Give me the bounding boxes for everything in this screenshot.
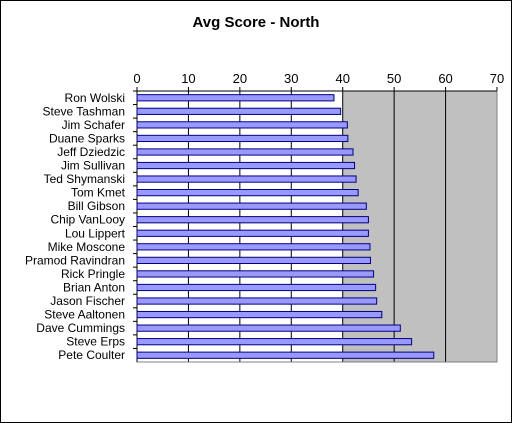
chart-title: Avg Score - North: [192, 14, 320, 31]
category-label: Jim Schafer: [62, 118, 125, 132]
x-tick-label: 50: [387, 71, 401, 86]
category-label: Brian Anton: [63, 280, 125, 294]
category-label: Jim Sullivan: [61, 159, 125, 173]
bar: [136, 107, 342, 115]
category-label: Steve Aaltonen: [44, 308, 125, 322]
category-label: Pete Coulter: [58, 348, 125, 362]
x-tick-label: 60: [438, 71, 452, 86]
category-label: Rick Pringle: [61, 267, 125, 281]
bar: [136, 229, 369, 237]
bar: [136, 256, 371, 264]
bar: [136, 175, 357, 183]
bar: [136, 338, 413, 346]
category-label: Steve Erps: [66, 335, 125, 349]
bar: [136, 161, 356, 170]
category-label: Ron Wolski: [65, 91, 125, 105]
category-label: Chip VanLooy: [51, 213, 126, 227]
bar: [136, 148, 354, 156]
plot-area-grey: [342, 91, 497, 362]
bar: [136, 351, 435, 359]
bar: [136, 134, 349, 143]
category-label: Dave Cummings: [36, 321, 125, 335]
x-tick-label: 70: [490, 71, 504, 86]
category-label: Bill Gibson: [68, 199, 125, 213]
x-tick-label: 10: [181, 71, 195, 86]
bar: [136, 94, 335, 102]
category-label: Ted Shymanski: [44, 172, 125, 186]
category-label: Jeff Dziedzic: [57, 145, 125, 159]
x-tick-label: 40: [335, 71, 349, 86]
bar: [136, 216, 369, 224]
category-label: Lou Lippert: [65, 226, 126, 240]
bar: [136, 283, 377, 292]
bar: [136, 310, 383, 319]
x-tick-label: 20: [233, 71, 247, 86]
bar: [136, 324, 401, 332]
bar: [136, 189, 359, 197]
bar: [136, 202, 367, 210]
bar: [136, 121, 348, 129]
category-label: Steve Tashman: [43, 104, 126, 118]
category-label: Pramod Ravindran: [25, 253, 125, 267]
bar: [136, 270, 375, 278]
category-label: Jason Fischer: [50, 294, 125, 308]
bar: [136, 297, 378, 305]
category-label: Duane Sparks: [49, 131, 125, 145]
bar: [136, 243, 371, 251]
category-label: Tom Kmet: [71, 186, 126, 200]
x-tick-label: 0: [133, 71, 140, 86]
category-label: Mike Moscone: [48, 240, 126, 254]
x-tick-label: 30: [284, 71, 298, 86]
